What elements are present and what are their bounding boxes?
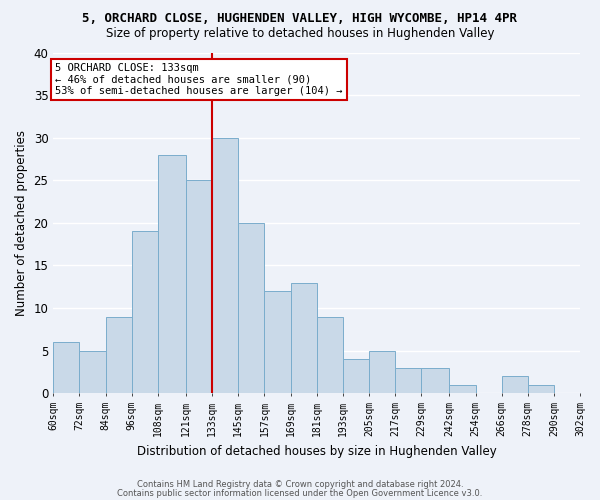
Text: Contains HM Land Registry data © Crown copyright and database right 2024.: Contains HM Land Registry data © Crown c… [137,480,463,489]
Text: Contains public sector information licensed under the Open Government Licence v3: Contains public sector information licen… [118,488,482,498]
Bar [528,385,554,394]
X-axis label: Distribution of detached houses by size in Hughenden Valley: Distribution of detached houses by size … [137,444,497,458]
Bar [449,385,476,394]
Y-axis label: Number of detached properties: Number of detached properties [15,130,28,316]
Bar [502,376,528,394]
Text: 5 ORCHARD CLOSE: 133sqm
← 46% of detached houses are smaller (90)
53% of semi-de: 5 ORCHARD CLOSE: 133sqm ← 46% of detache… [55,62,343,96]
Bar [79,350,106,394]
Bar [158,154,186,394]
Bar [53,342,79,394]
Bar [580,385,600,394]
Bar [421,368,449,394]
Bar [369,350,395,394]
Bar [106,316,131,394]
Bar [265,291,290,394]
Bar [131,232,158,394]
Bar [212,138,238,394]
Bar [395,368,421,394]
Bar [238,223,265,394]
Bar [343,359,369,394]
Text: Size of property relative to detached houses in Hughenden Valley: Size of property relative to detached ho… [106,28,494,40]
Text: 5, ORCHARD CLOSE, HUGHENDEN VALLEY, HIGH WYCOMBE, HP14 4PR: 5, ORCHARD CLOSE, HUGHENDEN VALLEY, HIGH… [83,12,517,26]
Bar [317,316,343,394]
Bar [186,180,212,394]
Bar [290,282,317,394]
